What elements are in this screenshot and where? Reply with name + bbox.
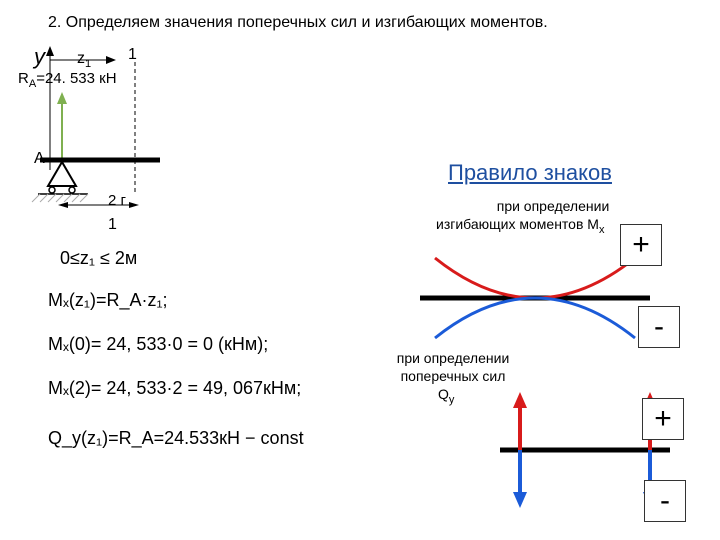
- section-bottom-1: 1: [108, 216, 117, 234]
- signs-sub1a: при определении: [468, 198, 638, 214]
- mx-plus-box: +: [620, 224, 662, 266]
- eq-qy: Q_y(z₁)=R_A=24.533кН − const: [48, 428, 304, 449]
- page-title: 2. Определяем значения поперечных сил и …: [48, 14, 548, 32]
- eq-mx1: Mₓ(z₁)=R_A·z₁;: [48, 290, 168, 311]
- mx-minus-box: -: [638, 306, 680, 348]
- signs-sub2a: при определении: [388, 350, 518, 366]
- signs-heading: Правило знаков: [448, 160, 612, 186]
- eq-mx2: Mₓ(0)= 24, 533·0 = 0 (кНм);: [48, 334, 268, 355]
- two-r-label: 2 г: [108, 192, 126, 209]
- eq-mx3: Mₓ(2)= 24, 533·2 = 49, 067кНм;: [48, 378, 301, 399]
- eq-range: 0≤z₁ ≤ 2м: [60, 248, 137, 269]
- qy-minus-box: -: [644, 480, 686, 522]
- qy-plus-box: +: [642, 398, 684, 440]
- A-label: A: [34, 150, 45, 168]
